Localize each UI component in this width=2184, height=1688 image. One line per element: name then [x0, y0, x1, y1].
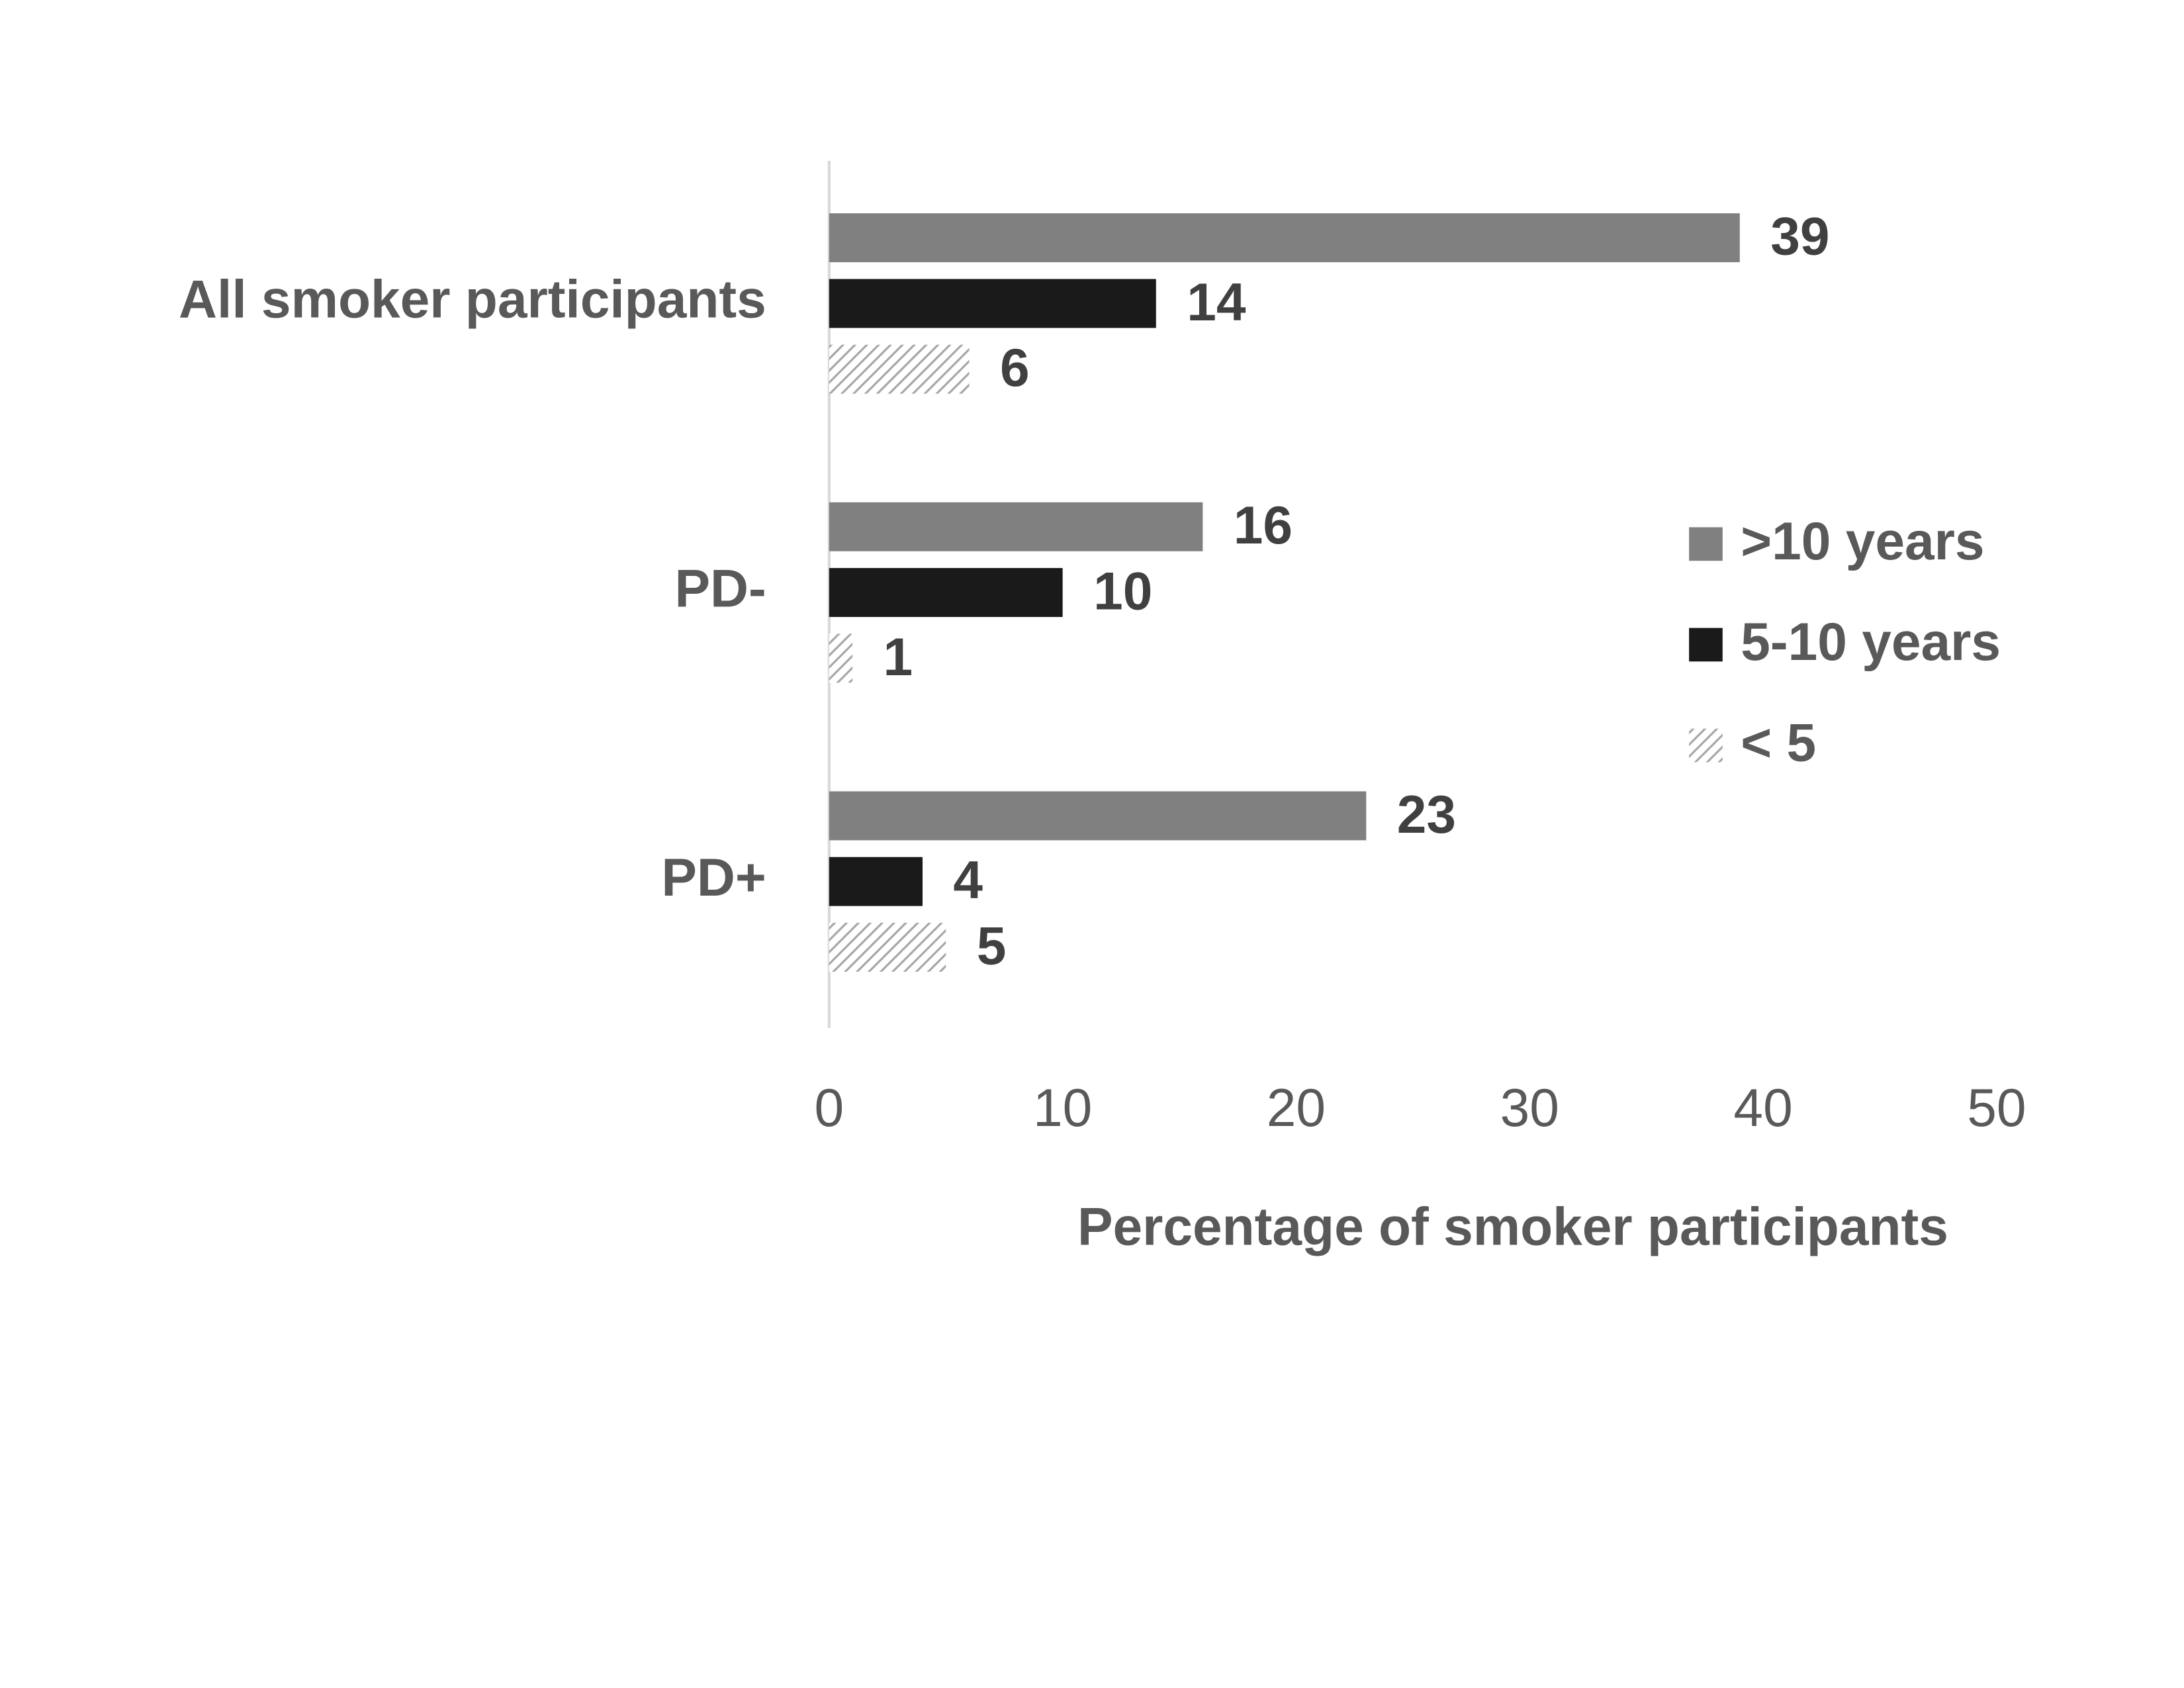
x-tick-label: 40: [1733, 1078, 1792, 1138]
bar: [829, 791, 1367, 841]
bar: [829, 923, 946, 972]
legend-swatch: [1689, 728, 1723, 763]
data-label: 6: [1000, 338, 1030, 398]
bar: [829, 213, 1740, 263]
data-label: 10: [1093, 561, 1152, 621]
x-tick-label: 0: [814, 1078, 844, 1138]
bar: [829, 633, 853, 683]
bar: [829, 344, 970, 394]
legend-label: < 5: [1741, 713, 1816, 773]
data-label: 16: [1234, 496, 1293, 555]
x-axis-title: Percentage of smoker participants: [1077, 1197, 1948, 1256]
bar: [829, 279, 1156, 328]
data-label: 5: [977, 916, 1007, 976]
legend-label: 5-10 years: [1741, 612, 2001, 672]
bar: [829, 568, 1063, 618]
legend-swatch: [1689, 527, 1723, 561]
legend-swatch: [1689, 628, 1723, 662]
bar: [829, 502, 1203, 551]
category-label: All smoker participants: [179, 270, 766, 330]
x-tick-label: 10: [1033, 1078, 1092, 1138]
category-label: PD+: [661, 848, 766, 908]
data-label: 14: [1187, 273, 1246, 332]
x-tick-label: 30: [1500, 1078, 1559, 1138]
category-label: PD-: [675, 559, 766, 618]
x-tick-label: 20: [1267, 1078, 1326, 1138]
bar: [829, 857, 923, 906]
data-label: 23: [1397, 785, 1456, 845]
x-tick-label: 50: [1967, 1078, 2026, 1138]
legend-label: >10 years: [1741, 512, 1984, 571]
data-label: 1: [884, 628, 913, 687]
data-label: 4: [953, 851, 983, 910]
data-label: 39: [1770, 207, 1829, 267]
